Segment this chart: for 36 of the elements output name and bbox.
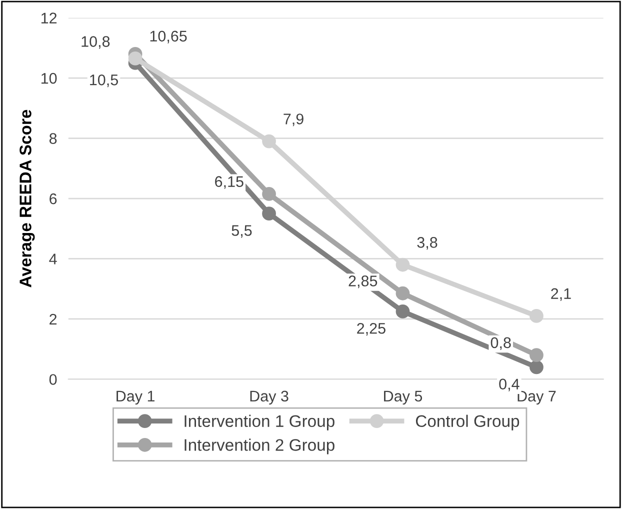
x-tick-label: Day 1 (116, 390, 154, 405)
point (530, 348, 544, 362)
x-tick-label: Day 5 (384, 390, 422, 405)
data-label: 5,5 (232, 225, 252, 238)
point (262, 187, 276, 201)
point (396, 286, 410, 300)
data-label: 2,85 (348, 276, 378, 288)
y-tick-label: 6 (50, 193, 57, 204)
data-label: 2,25 (357, 322, 386, 336)
data-label: 10,5 (90, 74, 118, 88)
point (396, 258, 410, 272)
point (262, 206, 276, 221)
y-axis-title: Average REEDA Score (20, 110, 35, 288)
y-tick-label: 8 (49, 133, 57, 144)
y-tick-label: 2 (50, 314, 57, 325)
data-label: 0,4 (499, 378, 520, 392)
y-tick-label: 0 (49, 374, 57, 385)
y-tick-label: 12 (41, 12, 57, 24)
point (530, 360, 544, 374)
data-label: 10,65 (150, 30, 187, 44)
legend-label: Intervention 1 Group (184, 414, 334, 430)
data-label: 6,15 (215, 176, 244, 189)
legend-label: Intervention 2 Group (184, 438, 334, 454)
point (530, 309, 544, 323)
data-label: 2,1 (551, 288, 571, 301)
y-tick-label: 4 (49, 254, 57, 264)
x-tick-label: Day 3 (250, 390, 288, 405)
point (262, 134, 276, 148)
point (396, 304, 410, 318)
y-tick-label: 10 (41, 72, 57, 84)
data-label: 10,8 (82, 36, 110, 49)
legend-label: Control Group (416, 414, 520, 430)
point (128, 52, 142, 66)
data-label: 3,8 (417, 237, 438, 250)
data-label: 7,9 (284, 114, 304, 126)
data-label: 0,8 (490, 337, 511, 350)
